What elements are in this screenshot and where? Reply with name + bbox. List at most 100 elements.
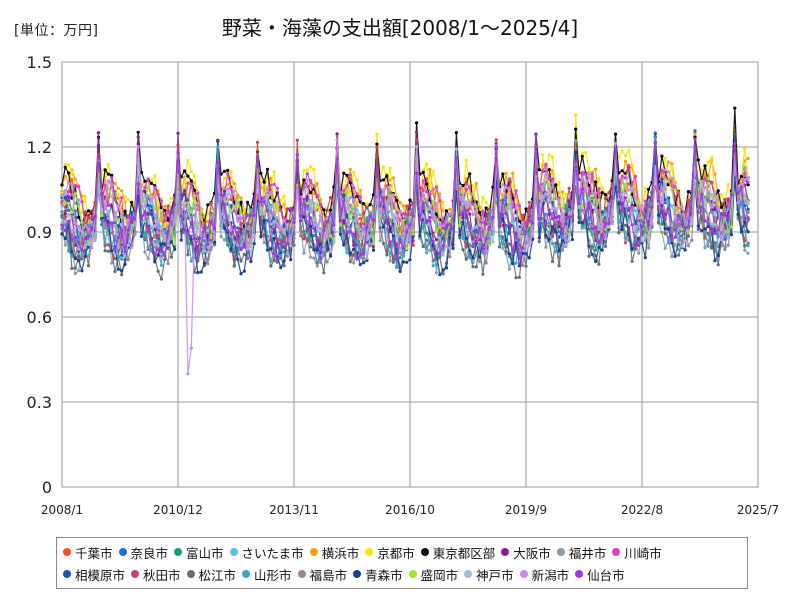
series-point [521, 220, 525, 225]
series-point [77, 185, 81, 189]
series-point [680, 244, 684, 248]
series-point [83, 245, 87, 249]
series-point [557, 225, 561, 229]
x-tick-label: 2013/11 [269, 503, 319, 517]
series-point [262, 200, 266, 204]
series-point [305, 172, 309, 176]
series-point [60, 232, 64, 236]
series-point [627, 188, 631, 192]
series-point [183, 169, 187, 173]
series-point [381, 178, 386, 182]
series-point [607, 199, 611, 203]
series-point [259, 212, 263, 216]
series-point [398, 232, 402, 236]
series-point [713, 190, 717, 194]
series-point [189, 210, 193, 214]
series-point [395, 235, 399, 239]
series-point [690, 238, 694, 242]
series-point [126, 258, 130, 262]
series-point [706, 232, 710, 236]
series-point [186, 372, 190, 376]
series-point [514, 189, 518, 193]
series-point [193, 193, 197, 198]
series-point [620, 174, 624, 178]
series-point [302, 215, 306, 219]
series-point [110, 204, 114, 208]
series-point [663, 168, 667, 172]
series-point [683, 225, 687, 229]
series-point [746, 183, 750, 187]
series-point [136, 130, 140, 134]
series-point [113, 223, 117, 227]
series-point [365, 226, 369, 230]
series-point [607, 225, 611, 229]
series-point [388, 218, 392, 222]
series-point [80, 269, 84, 273]
series-point [580, 154, 584, 158]
series-point [564, 238, 568, 242]
series-point [710, 181, 714, 185]
series-point [226, 183, 230, 187]
series-point [620, 198, 624, 202]
series-point [746, 180, 750, 184]
series-point [169, 240, 173, 244]
series-point [723, 247, 727, 252]
series-point [398, 209, 402, 213]
series-point [305, 201, 309, 205]
series-point [120, 253, 124, 257]
series-point [156, 206, 160, 210]
series-point [328, 238, 333, 242]
series-point [623, 204, 628, 208]
series-point [411, 243, 415, 247]
series-point [242, 269, 246, 273]
series-point [269, 205, 273, 209]
series-point [113, 257, 117, 261]
series-point [391, 234, 395, 238]
series-point [746, 230, 750, 234]
series-point [236, 226, 240, 230]
series-point [318, 242, 323, 246]
series-point [209, 247, 213, 252]
series-point [653, 170, 657, 174]
series-point [362, 211, 366, 215]
series-point [206, 242, 210, 246]
series-point [415, 121, 419, 125]
series-point [746, 200, 750, 204]
series-point [202, 221, 207, 225]
legend-row: 千葉市 奈良市 富山市 さいたま市 横浜市 京都市 東京都区部 大阪市 福井市 川崎市 [63, 541, 668, 563]
series-point [259, 200, 263, 204]
series-point [686, 244, 691, 248]
series-point [425, 162, 429, 166]
series-point [77, 204, 81, 208]
series-point [206, 262, 210, 266]
series-point [438, 222, 442, 226]
series-point [242, 209, 246, 213]
series-point [587, 197, 591, 201]
x-tick-label: 2022/8 [621, 503, 663, 517]
series-point [557, 249, 561, 253]
series-point [381, 196, 386, 200]
series-point [289, 244, 293, 248]
series-point [594, 225, 598, 229]
series-point [322, 208, 326, 212]
series-point [710, 245, 714, 249]
series-point [521, 246, 525, 250]
series-point [468, 212, 472, 216]
series-point [173, 242, 177, 246]
series-point [67, 249, 71, 253]
series-point [222, 196, 226, 200]
series-point [252, 235, 256, 239]
series-point [126, 218, 130, 222]
series-point [153, 245, 157, 249]
series-point [149, 181, 154, 185]
series-point [438, 225, 442, 229]
series-point [441, 253, 445, 257]
series-point [554, 230, 558, 234]
series-point [239, 211, 243, 215]
series-point [236, 205, 240, 209]
series-point [110, 261, 114, 265]
series-point [378, 211, 382, 215]
series-point [587, 167, 591, 171]
y-tick-label: 0.9 [27, 223, 52, 242]
series-point [613, 132, 618, 136]
